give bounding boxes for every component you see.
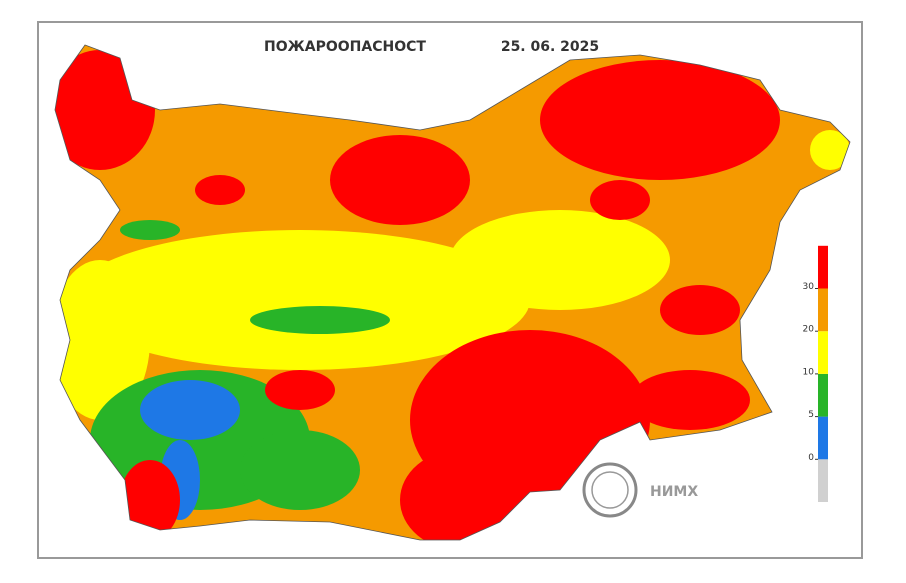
logo-text: НИМХ — [650, 484, 698, 500]
legend-label: 5 — [808, 410, 814, 420]
legend-swatch — [818, 331, 828, 374]
legend-label: 0 — [808, 453, 814, 463]
legend-label: 10 — [803, 367, 815, 377]
legend-label: 30 — [803, 282, 815, 292]
legend-swatch — [818, 373, 828, 417]
logo: НИМХ — [582, 462, 698, 518]
map-title: ПОЖАРООПАСНОСТ — [264, 39, 426, 55]
legend: 0 5 10 20 30 — [803, 245, 828, 502]
legend-swatch — [818, 416, 828, 460]
border — [54, 44, 851, 541]
legend-swatch — [818, 245, 828, 289]
legend-swatch — [818, 288, 828, 332]
legend-label: 20 — [803, 325, 815, 335]
legend-swatch — [818, 459, 828, 502]
map-date: 25. 06. 2025 — [501, 39, 599, 55]
